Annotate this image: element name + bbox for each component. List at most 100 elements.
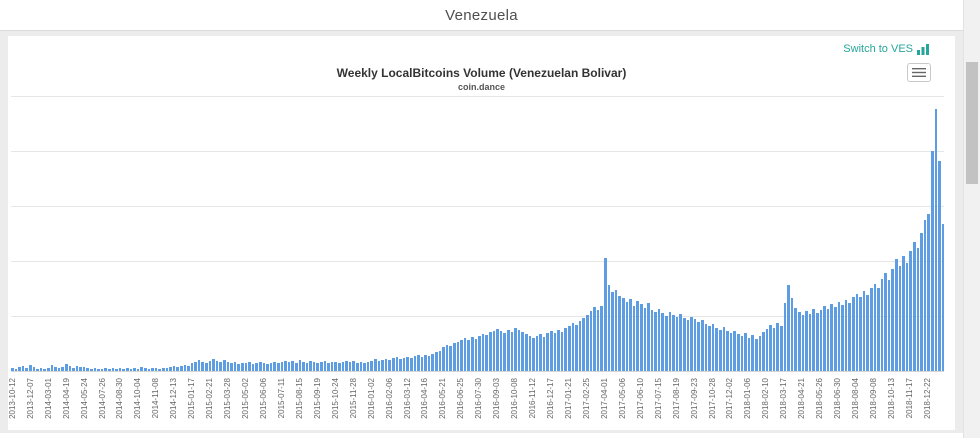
bar — [650, 309, 654, 371]
x-axis-label: 2014-04-19 — [61, 378, 71, 419]
page-scrollbar[interactable] — [963, 0, 980, 438]
bar — [330, 361, 334, 371]
bar — [280, 361, 284, 371]
bar — [550, 331, 553, 371]
x-axis-label: 2018-03-17 — [779, 378, 789, 419]
bars — [11, 96, 945, 371]
bar — [643, 308, 647, 371]
x-axis-label: 2017-08-19 — [671, 378, 681, 419]
bar — [136, 368, 140, 371]
x-axis-label: 2015-03-28 — [223, 378, 233, 419]
bar — [715, 327, 718, 371]
bar — [212, 358, 215, 371]
x-axis-label: 2015-11-28 — [348, 378, 358, 419]
bar — [442, 347, 445, 371]
bar — [377, 361, 381, 371]
bar — [352, 361, 355, 371]
bar — [568, 325, 571, 371]
x-axis-label: 2017-10-28 — [707, 378, 717, 419]
bar — [205, 363, 208, 371]
bar — [848, 302, 851, 371]
bar — [647, 303, 650, 371]
x-axis-label: 2016-03-12 — [402, 378, 412, 419]
x-axis-label: 2015-02-21 — [205, 378, 215, 419]
bar — [855, 294, 859, 371]
bar — [492, 330, 496, 371]
bar — [14, 369, 18, 371]
x-axis-label: 2016-02-06 — [384, 378, 394, 419]
bar — [607, 284, 611, 371]
bar — [539, 333, 542, 371]
bar — [614, 289, 618, 371]
bar — [391, 358, 395, 371]
bar — [697, 322, 700, 371]
bar — [920, 232, 923, 371]
bar — [161, 367, 165, 371]
bar — [406, 356, 409, 371]
bar — [244, 363, 248, 371]
bar — [833, 307, 837, 371]
bar — [535, 335, 539, 371]
scrollbar-thumb[interactable] — [966, 62, 978, 184]
bar — [435, 352, 438, 371]
bar — [812, 309, 815, 371]
chart-context-menu-button[interactable] — [907, 63, 931, 82]
bar — [499, 330, 503, 371]
bar — [869, 287, 873, 371]
bar — [402, 357, 406, 371]
bar — [208, 360, 212, 371]
bar — [176, 367, 179, 371]
bar — [895, 259, 898, 371]
bar — [424, 354, 427, 371]
gridline — [11, 316, 944, 317]
bar — [237, 363, 240, 371]
bar — [557, 329, 560, 371]
bar — [783, 302, 787, 371]
bar — [790, 297, 794, 371]
bar — [97, 368, 100, 371]
bar — [179, 365, 183, 371]
bar — [32, 367, 36, 371]
bar — [830, 303, 833, 371]
bar — [611, 292, 614, 371]
bar — [445, 344, 449, 371]
bar — [546, 332, 550, 371]
bar — [866, 295, 869, 371]
bar — [722, 327, 726, 371]
bar — [219, 362, 223, 371]
bar — [456, 341, 460, 371]
bar — [934, 109, 938, 371]
bar — [690, 316, 693, 371]
bar — [345, 360, 348, 371]
bar — [251, 363, 255, 371]
plot-area — [11, 96, 945, 372]
bar — [36, 368, 39, 371]
bar — [75, 365, 79, 371]
bar — [201, 362, 205, 371]
x-axis-label: 2016-05-21 — [438, 378, 448, 419]
bar — [488, 332, 492, 371]
bar-chart-icon — [917, 43, 929, 55]
bar — [82, 366, 86, 371]
switch-to-ves-link[interactable]: Switch to VES — [843, 43, 929, 55]
bar — [215, 361, 219, 371]
bar — [21, 365, 25, 371]
bar — [503, 332, 506, 371]
bar — [877, 288, 880, 371]
bar — [823, 306, 826, 371]
bar — [363, 363, 366, 371]
x-axis-label: 2018-12-22 — [922, 378, 932, 419]
bar — [862, 290, 866, 371]
bar — [801, 315, 805, 371]
bar — [754, 339, 758, 371]
bar — [266, 363, 269, 371]
bar — [467, 339, 470, 371]
bar — [780, 326, 783, 371]
bar — [151, 367, 154, 371]
bar — [582, 318, 585, 371]
bar — [100, 368, 104, 371]
bar — [837, 301, 841, 371]
x-axis-label: 2018-05-26 — [815, 378, 825, 419]
bar — [28, 364, 32, 371]
bar — [194, 361, 197, 371]
